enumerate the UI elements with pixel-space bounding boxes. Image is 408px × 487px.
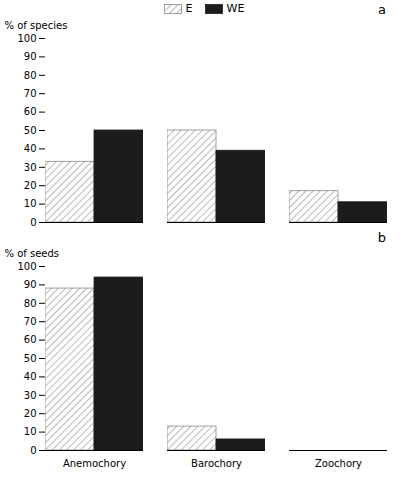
svg-text:40: 40 [24, 143, 37, 154]
svg-text:90: 90 [24, 279, 37, 290]
svg-text:10: 10 [24, 426, 37, 437]
svg-text:Anemochory: Anemochory [63, 458, 126, 469]
svg-text:20: 20 [24, 408, 37, 419]
html-text:b: b [377, 230, 386, 245]
svg-text:60: 60 [24, 334, 37, 345]
svg-text:60: 60 [24, 106, 37, 117]
svg-text:70: 70 [24, 88, 37, 99]
svg-text:Barochory: Barochory [191, 458, 242, 469]
svg-text:10: 10 [24, 198, 37, 209]
svg-text:90: 90 [24, 51, 37, 62]
html-text:a: a [378, 2, 386, 17]
svg-text:50: 50 [24, 353, 37, 364]
svg-text:40: 40 [24, 371, 37, 382]
svg-text:Zoochory: Zoochory [315, 458, 362, 469]
html-text:E: E [185, 2, 193, 15]
svg-text:30: 30 [24, 390, 37, 401]
svg-text:100: 100 [17, 261, 36, 272]
svg-text:80: 80 [24, 70, 37, 81]
svg-text:30: 30 [24, 162, 37, 173]
html-text:WE: WE [226, 2, 245, 15]
svg-text:70: 70 [24, 316, 37, 327]
svg-text:80: 80 [24, 298, 37, 309]
svg-text:0: 0 [30, 445, 36, 456]
svg-text:% of species: % of species [5, 20, 68, 31]
svg-text:0: 0 [30, 217, 36, 228]
svg-text:100: 100 [17, 33, 36, 44]
svg-text:% of seeds: % of seeds [5, 248, 60, 259]
svg-text:50: 50 [24, 125, 37, 136]
svg-text:20: 20 [24, 180, 37, 191]
